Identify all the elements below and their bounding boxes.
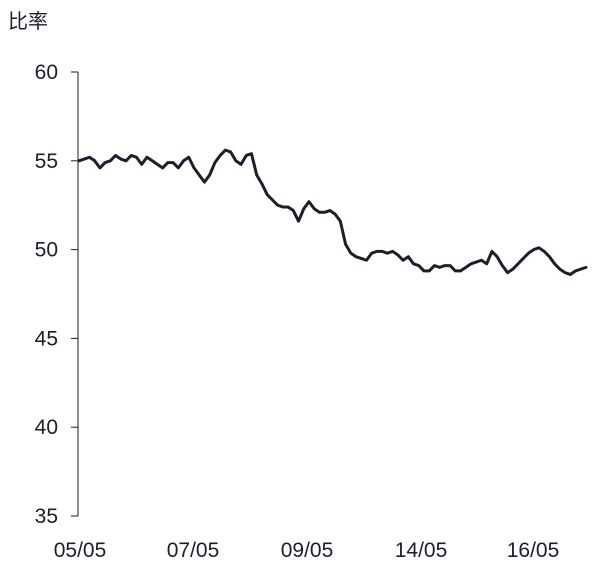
x-tick-label: 16/05 [507,539,560,562]
x-tick-label: 14/05 [395,539,448,562]
y-tick-label: 60 [35,61,58,84]
y-tick-label: 50 [35,239,58,262]
y-axis-label: 比率 [8,9,48,33]
y-ticks-group: 35 40 45 50 55 60 [35,61,78,528]
y-tick-label: 45 [35,327,58,350]
y-tick-label: 40 [35,416,58,439]
series-line [77,148,588,276]
x-tick-label: 05/05 [54,539,107,562]
y-tick-label: 35 [35,505,58,528]
x-tick-label: 09/05 [281,539,334,562]
x-ticks-group: 05/05 07/05 09/05 14/05 16/05 [54,539,560,562]
y-tick-label: 55 [35,150,58,173]
x-tick-label: 07/05 [167,539,220,562]
